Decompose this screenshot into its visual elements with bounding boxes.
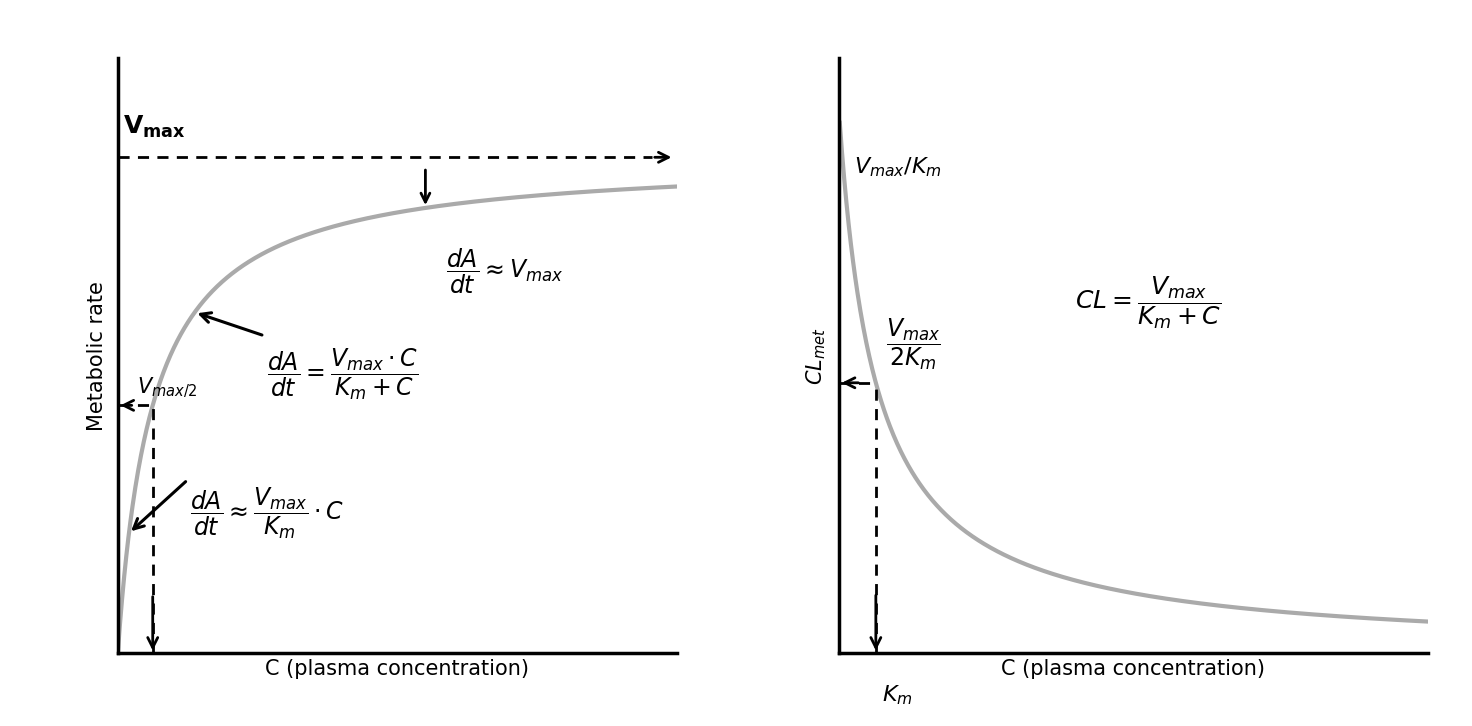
Y-axis label: Metabolic rate: Metabolic rate [87,281,106,431]
Text: $\dfrac{dA}{dt} \approx \dfrac{V_{max}}{K_m} \cdot C$: $\dfrac{dA}{dt} \approx \dfrac{V_{max}}{… [190,485,344,540]
Text: $V_{max/2}$: $V_{max/2}$ [137,376,197,401]
X-axis label: C (plasma concentration): C (plasma concentration) [265,659,530,679]
Text: $V_{max}/K_m$: $V_{max}/K_m$ [854,155,942,179]
X-axis label: C (plasma concentration): C (plasma concentration) [1001,659,1266,679]
Text: $\mathbf{V_{max}}$: $\mathbf{V_{max}}$ [124,114,185,140]
Text: $K_m$: $K_m$ [882,683,913,707]
Text: $\dfrac{dA}{dt} \approx V_{max}$: $\dfrac{dA}{dt} \approx V_{max}$ [446,247,564,296]
Text: $\dfrac{dA}{dt} = \dfrac{V_{max} \cdot C}{K_m + C}$: $\dfrac{dA}{dt} = \dfrac{V_{max} \cdot C… [268,346,418,401]
Text: $\dfrac{V_{max}}{2K_m}$: $\dfrac{V_{max}}{2K_m}$ [886,317,941,372]
Y-axis label: $CL_{met}$: $CL_{met}$ [804,327,827,385]
Text: $CL = \dfrac{V_{max}}{K_m + C}$: $CL = \dfrac{V_{max}}{K_m + C}$ [1075,274,1220,331]
